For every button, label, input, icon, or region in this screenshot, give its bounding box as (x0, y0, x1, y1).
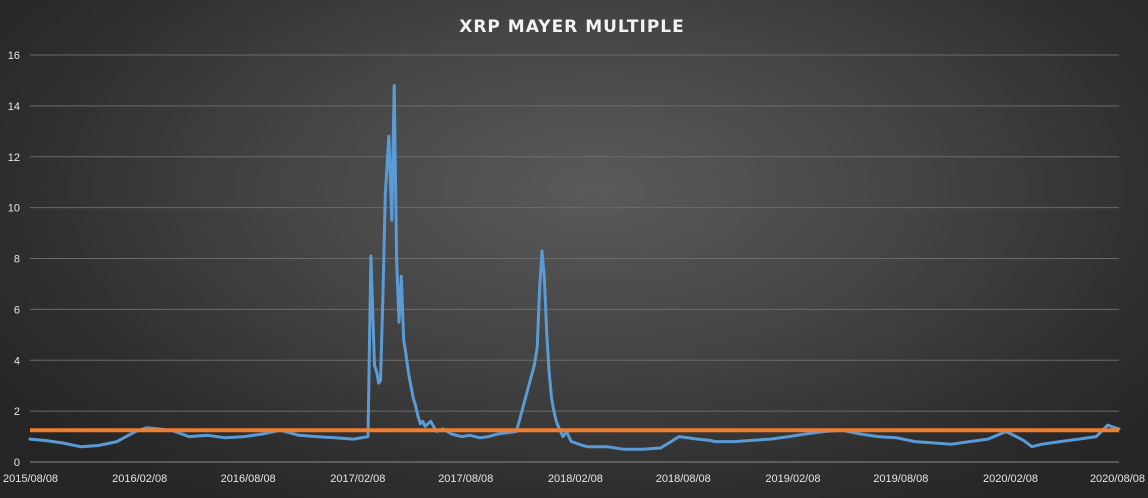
x-tick-label: 2019/02/08 (765, 473, 820, 485)
x-tick-label: 2017/02/08 (330, 473, 385, 485)
x-tick-label: 2020/02/08 (983, 473, 1038, 485)
y-tick-label: 8 (14, 254, 20, 266)
y-tick-label: 0 (14, 457, 20, 469)
x-tick-label: 2019/08/08 (873, 473, 928, 485)
plot-area (28, 84, 1121, 451)
x-tick-label: 2018/08/08 (656, 473, 711, 485)
x-tick-label: 2015/08/08 (3, 473, 58, 485)
x-tick-label: 2016/02/08 (112, 473, 167, 485)
y-tick-label: 4 (14, 355, 20, 367)
y-tick-label: 12 (8, 152, 20, 164)
gridlines (30, 54, 1119, 412)
y-tick-label: 14 (8, 101, 20, 113)
x-tick-label: 2020/08/08 (1090, 473, 1145, 485)
x-tick-label: 2017/08/08 (438, 473, 493, 485)
y-tick-label: 10 (8, 203, 20, 215)
y-tick-label: 2 (14, 406, 20, 418)
y-tick-label: 6 (14, 304, 20, 316)
chart-title: XRP MAYER MULTIPLE (459, 17, 685, 37)
x-axis-ticks: 2015/08/08 2016/02/08 2016/08/08 2017/02/08… (3, 473, 1145, 485)
y-tick-label: 16 (8, 50, 20, 62)
y-axis-ticks: 0 2 4 6 8 10 12 14 16 (8, 50, 20, 469)
mayer-multiple-line (28, 84, 1121, 451)
x-tick-label: 2018/02/08 (548, 473, 603, 485)
x-tick-label: 2016/08/08 (221, 473, 276, 485)
